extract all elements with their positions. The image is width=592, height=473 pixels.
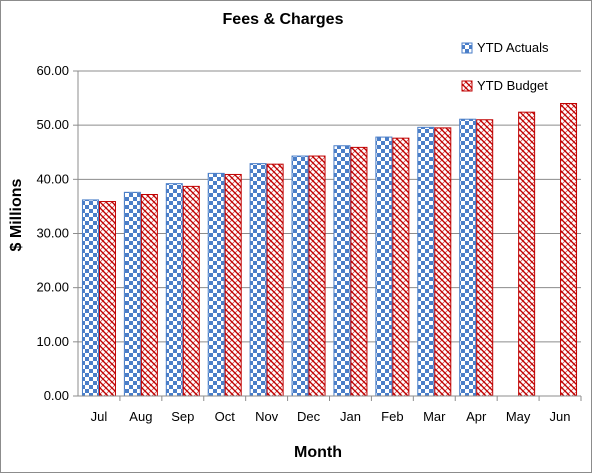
bar-ytd-budget-sep <box>182 185 200 397</box>
y-tick-labels: 0.00 10.00 20.00 30.00 40.00 50.00 60.00 <box>36 63 69 403</box>
y-tick-label: 60.00 <box>36 63 69 78</box>
legend-label: YTD Budget <box>477 78 548 93</box>
x-tick-label: Dec <box>297 409 321 424</box>
bar-ytd-budget-may <box>518 111 536 397</box>
bar-ytd-actuals-jan <box>333 145 351 397</box>
bars <box>81 103 578 397</box>
y-tick-label: 30.00 <box>36 226 69 241</box>
y-tick-label: 50.00 <box>36 117 69 132</box>
bar-ytd-budget-mar <box>434 127 452 397</box>
bar-ytd-budget-jul <box>98 201 116 397</box>
legend-swatch <box>461 80 473 92</box>
x-tick-labels: Jul Aug Sep Oct Nov Dec Jan Feb Mar Apr May Jun <box>91 409 571 424</box>
bar-ytd-actuals-aug <box>123 191 141 397</box>
bar-ytd-actuals-nov <box>249 163 267 397</box>
chart-title: Fees & Charges <box>223 11 344 28</box>
bar-ytd-actuals-jul <box>81 199 99 397</box>
x-tick-label: Sep <box>171 409 194 424</box>
bar-ytd-budget-jan <box>350 146 368 397</box>
bar-ytd-actuals-feb <box>375 136 393 397</box>
legend: YTD Actuals YTD Budget <box>461 40 549 93</box>
x-tick-label: Apr <box>466 409 487 424</box>
x-tick-label: Feb <box>381 409 403 424</box>
x-tick-label: Oct <box>215 409 236 424</box>
bar-ytd-budget-apr <box>476 119 494 397</box>
gridlines <box>73 70 582 401</box>
bar-ytd-actuals-sep <box>165 183 183 397</box>
axes <box>77 71 581 397</box>
x-tick-label: Jan <box>340 409 361 424</box>
x-tick-label: Nov <box>255 409 279 424</box>
y-axis-title: $ Millions <box>8 178 25 251</box>
x-tick-label: Mar <box>423 409 446 424</box>
bar-ytd-actuals-mar <box>417 126 435 397</box>
legend-swatch <box>461 42 473 54</box>
bar-ytd-budget-aug <box>140 194 158 397</box>
bar-ytd-actuals-apr <box>459 118 477 397</box>
y-tick-label: 40.00 <box>36 171 69 186</box>
y-tick-label: 0.00 <box>44 388 69 403</box>
bar-ytd-actuals-dec <box>291 155 309 397</box>
legend-label: YTD Actuals <box>477 40 549 55</box>
bar-ytd-actuals-oct <box>207 172 225 397</box>
bar-ytd-budget-oct <box>224 173 242 397</box>
bar-ytd-budget-nov <box>266 163 284 397</box>
bar-ytd-budget-jun <box>560 103 578 397</box>
x-tick-label: May <box>506 409 531 424</box>
bar-ytd-budget-dec <box>308 155 326 397</box>
y-tick-label: 10.00 <box>36 334 69 349</box>
bar-ytd-budget-feb <box>392 137 410 397</box>
x-axis-title: Month <box>294 444 342 461</box>
x-tick-label: Aug <box>129 409 152 424</box>
y-tick-label: 20.00 <box>36 280 69 295</box>
x-tick-label: Jul <box>91 409 108 424</box>
x-tick-label: Jun <box>550 409 571 424</box>
